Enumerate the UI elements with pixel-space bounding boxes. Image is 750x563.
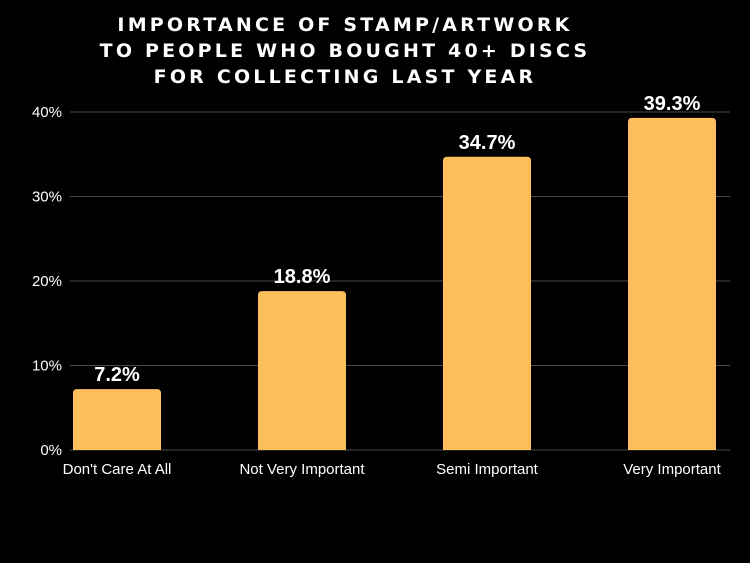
x-tick-label: Very Important [623, 461, 721, 478]
y-axis-ticks: 0% 10% 20% 30% 40% [32, 104, 62, 459]
bars [73, 117, 716, 450]
bar [258, 291, 346, 450]
bar [628, 117, 716, 450]
data-label: 18.8% [274, 266, 331, 288]
data-labels: 7.2% 18.8% 34.7% 39.3% [94, 93, 700, 386]
data-label: 34.7% [459, 132, 516, 154]
y-tick-label: 10% [32, 358, 62, 375]
chart-title: IMPORTANCE OF STAMP/ARTWORK TO PEOPLE WH… [0, 12, 690, 90]
x-tick-label: Not Very Important [239, 461, 365, 478]
y-tick-label: 40% [32, 104, 62, 121]
x-tick-label: Semi Important [436, 461, 539, 478]
y-tick-label: 20% [32, 273, 62, 290]
chart-title-line-3: FOR COLLECTING LAST YEAR [153, 66, 537, 88]
data-label: 7.2% [94, 364, 140, 386]
y-tick-label: 30% [32, 189, 62, 206]
x-axis-ticks: Don't Care At All Not Very Important Semi … [63, 461, 722, 478]
grid-lines [70, 111, 730, 451]
x-tick-label: Don't Care At All [63, 461, 172, 478]
data-label: 39.3% [644, 93, 701, 115]
bar [73, 389, 161, 450]
chart-title-line-2: TO PEOPLE WHO BOUGHT 40+ DISCS [99, 40, 591, 62]
bar [443, 156, 531, 450]
chart-title-line-1: IMPORTANCE OF STAMP/ARTWORK [117, 14, 573, 36]
y-tick-label: 0% [40, 442, 62, 459]
